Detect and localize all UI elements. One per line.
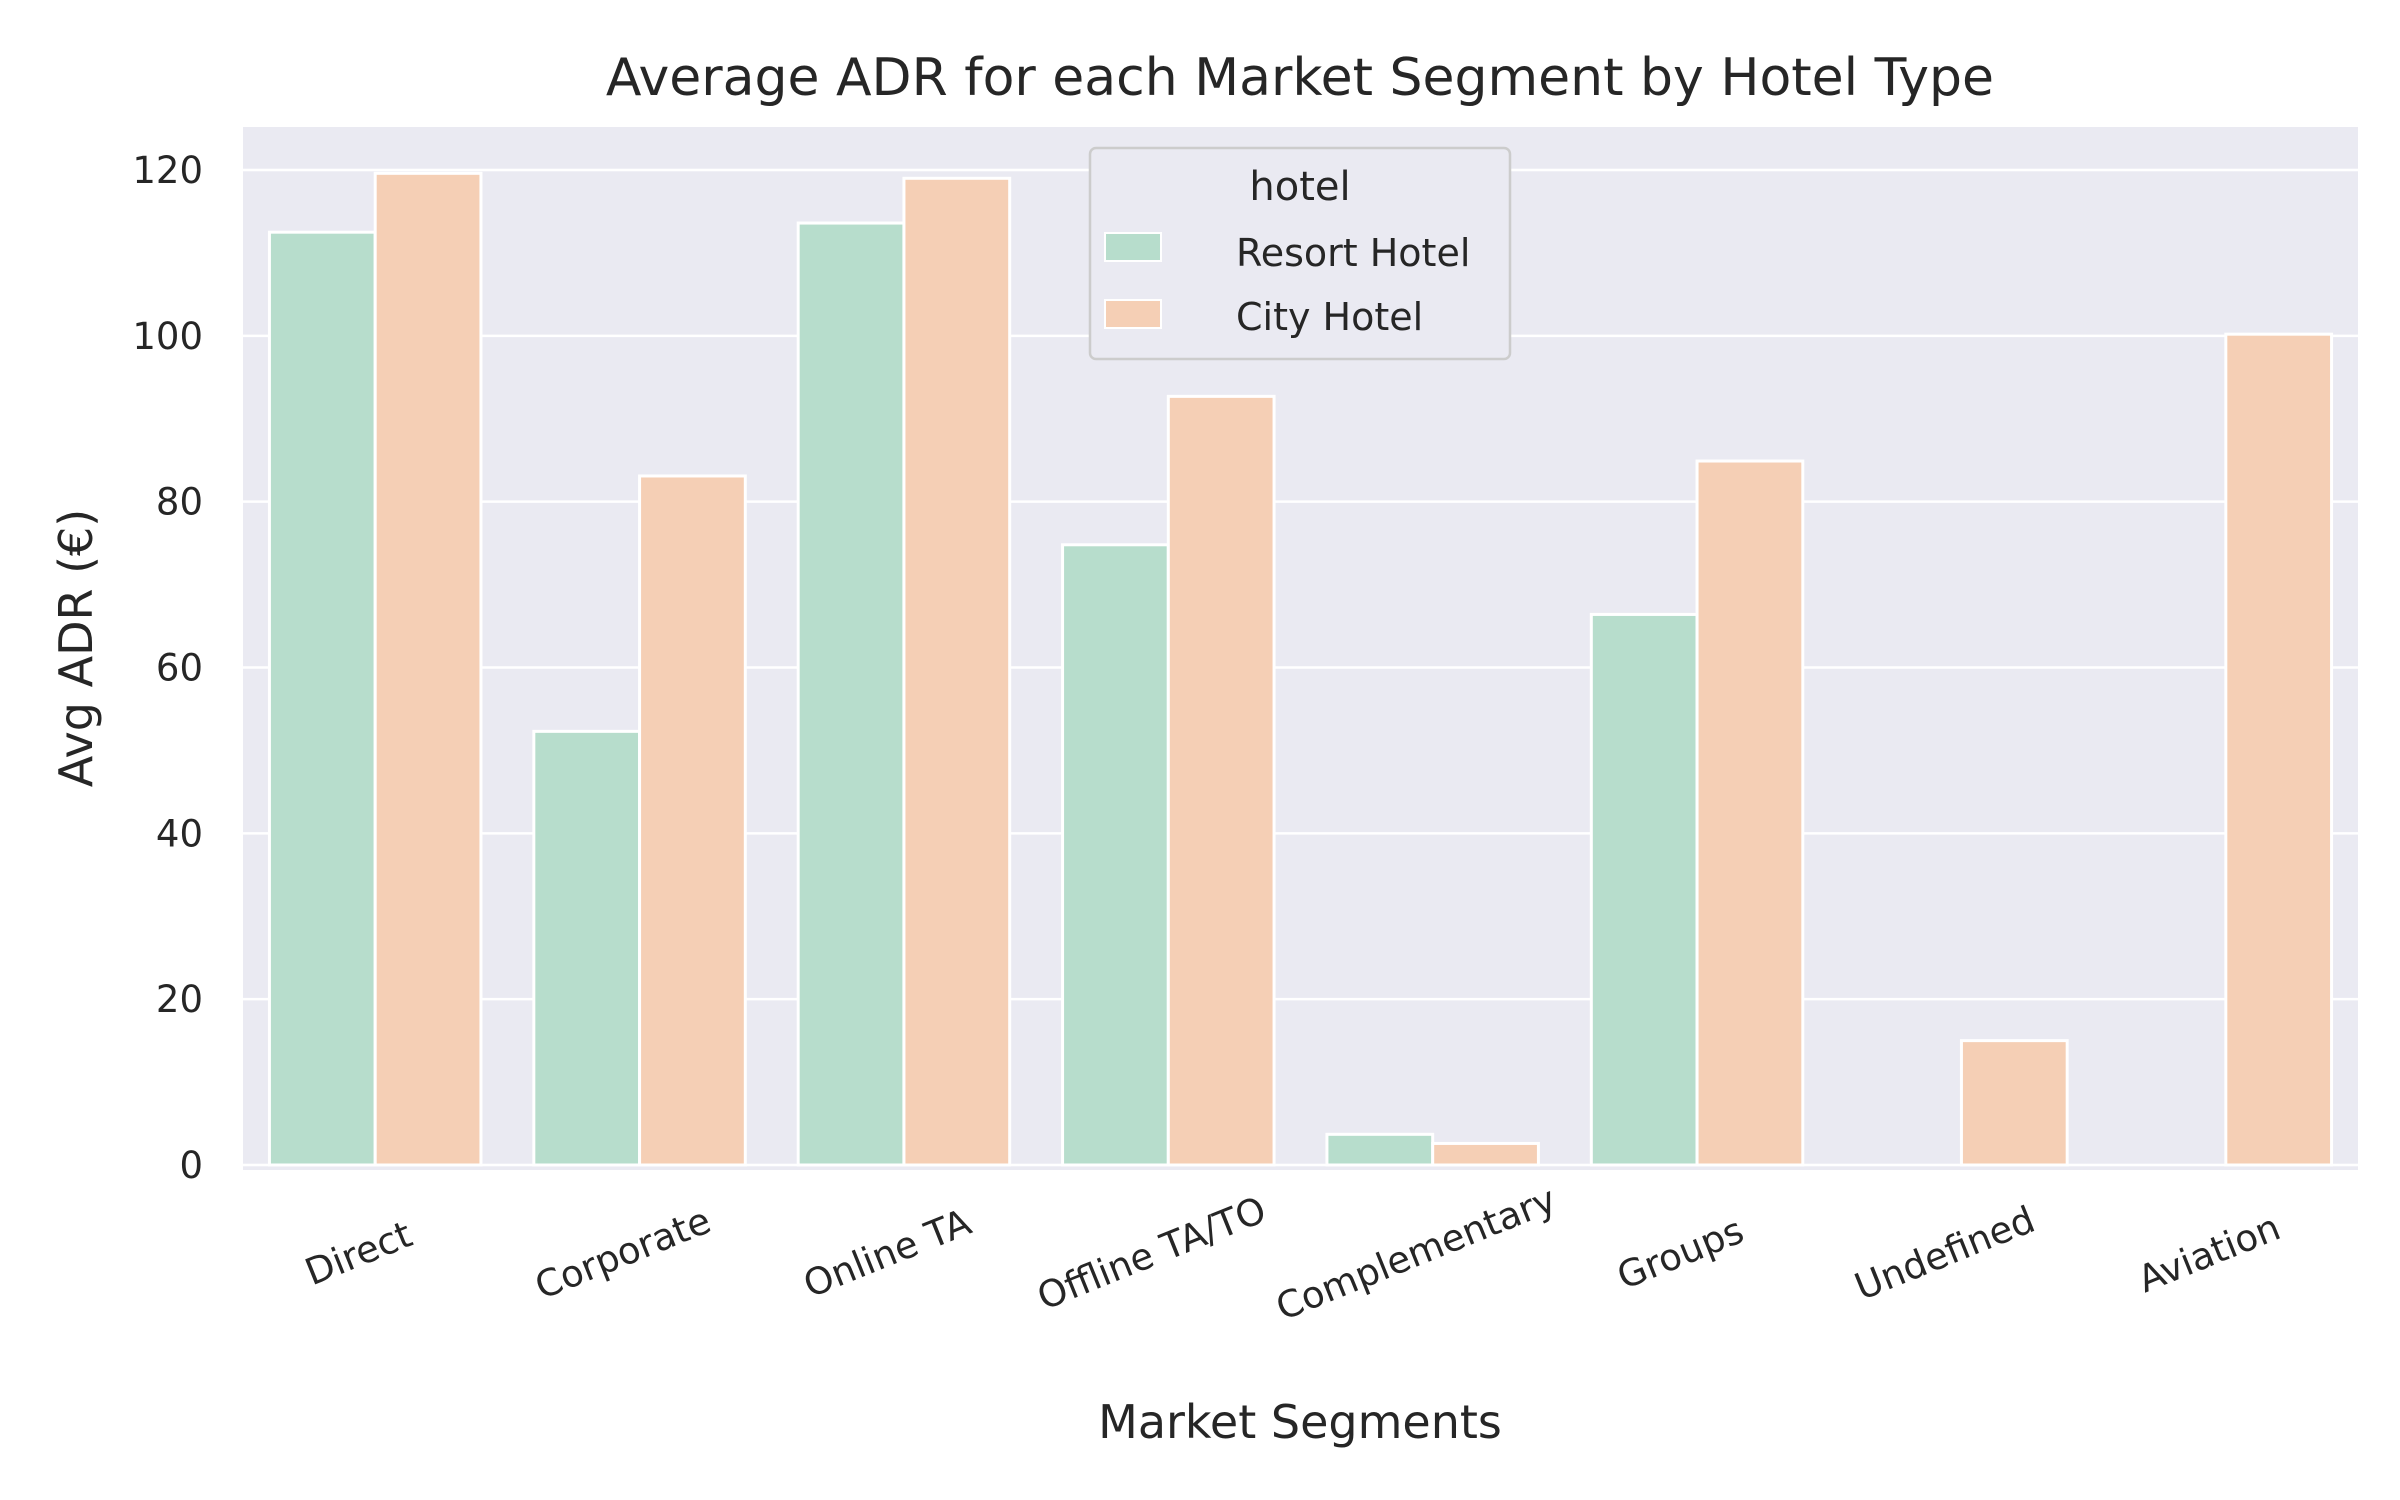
x-axis-label: Market Segments (1098, 1395, 1502, 1449)
bar-city-hotel-offline-ta-to (1166, 394, 1276, 1167)
legend-box (1088, 146, 1512, 361)
bar-resort-hotel-groups (1589, 612, 1699, 1167)
bar-city-hotel-aviation (2224, 332, 2334, 1167)
x-axis-ticks: Direct Corporate Online TA Offline TA/TOCom… (299, 1178, 2286, 1329)
x-tick-label: Undefined (1849, 1198, 2041, 1309)
bar-city-hotel-complementary (1431, 1141, 1540, 1167)
bar-city-hotel-direct (373, 171, 483, 1167)
y-tick-label: 80 (156, 481, 203, 524)
legend-swatch-city-hotel (1104, 299, 1162, 329)
x-tick-label: Complementary (1270, 1178, 1562, 1329)
y-tick-label: 0 (179, 1144, 203, 1187)
bar-resort-hotel-corporate (532, 729, 642, 1167)
legend-swatch-resort-hotel (1104, 232, 1162, 262)
bar-city-hotel-undefined (1959, 1039, 2069, 1167)
legend: hotel Resort Hotel City Hotel (1088, 146, 1512, 361)
legend-label-city-hotel: City Hotel (1236, 295, 1423, 339)
bar-resort-hotel-offline-ta-to (1061, 543, 1170, 1167)
bar-resort-hotel-online-ta (796, 221, 906, 1167)
x-tick-label: Groups (1611, 1209, 1749, 1298)
y-tick-label: 40 (156, 812, 203, 855)
x-tick-label: Corporate (529, 1199, 717, 1308)
y-tick-label: 20 (156, 978, 203, 1021)
legend-label-resort-hotel: Resort Hotel (1236, 231, 1470, 275)
legend-title: hotel (1249, 164, 1350, 210)
y-tick-label: 120 (132, 149, 203, 192)
bars (267, 171, 2334, 1167)
x-tick-label: Online TA (798, 1200, 977, 1306)
y-axis-label: Avg ADR (€) (49, 509, 103, 787)
bar-city-hotel-groups (1695, 459, 1805, 1167)
bar-city-hotel-corporate (638, 474, 747, 1167)
bar-resort-hotel-direct (267, 230, 377, 1167)
bar-resort-hotel-complementary (1325, 1132, 1435, 1167)
chart-title: Average ADR for each Market Segment by H… (606, 48, 1994, 108)
y-axis-ticks: 0 20 40 60 80 100 120 (132, 149, 203, 1187)
y-tick-label: 60 (156, 647, 203, 690)
x-tick-label: Direct (299, 1213, 418, 1294)
bar-city-hotel-online-ta (902, 176, 1012, 1167)
y-tick-label: 100 (132, 315, 203, 358)
x-tick-label: Offline TA/TO (1031, 1188, 1272, 1319)
x-tick-label: Aviation (2132, 1206, 2286, 1302)
